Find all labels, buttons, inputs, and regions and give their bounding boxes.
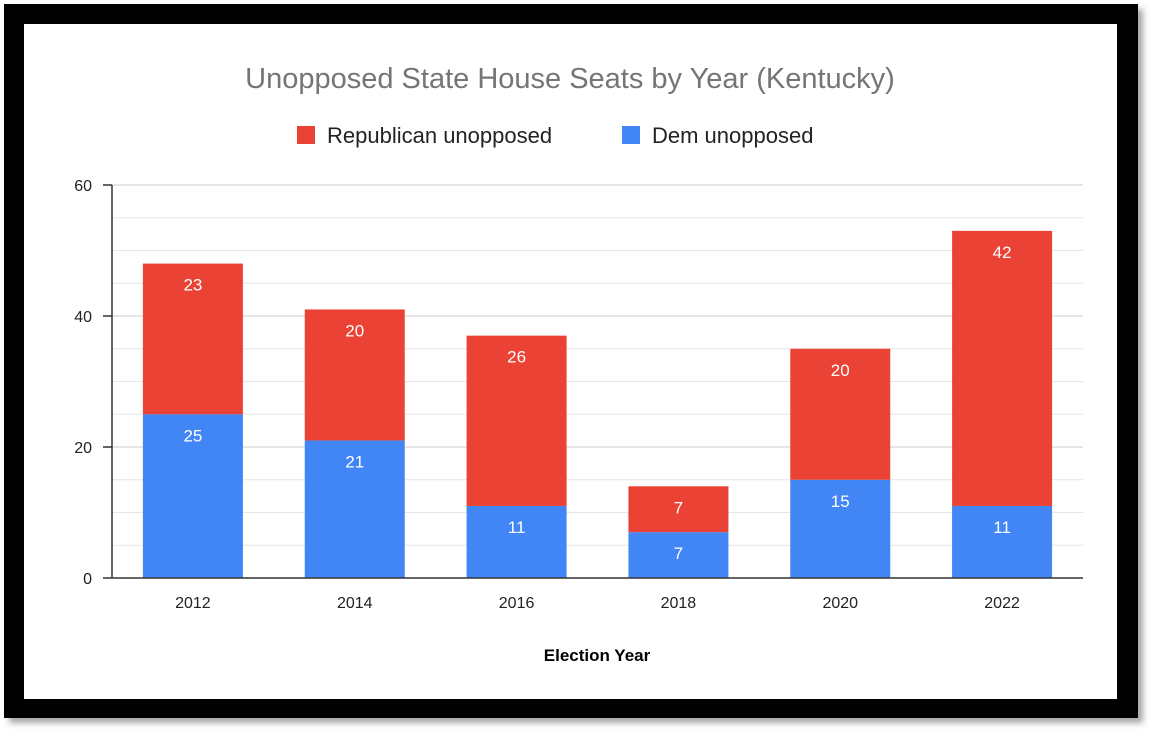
bar-republican-unopposed-2014: [304, 309, 405, 441]
legend-swatch: [297, 126, 315, 144]
data-label: 20: [345, 321, 364, 340]
legend-label: Republican unopposed: [327, 123, 552, 148]
y-tick-label: 0: [83, 571, 92, 588]
bar-republican-unopposed-2022: [952, 230, 1053, 506]
x-tick-label: 2018: [661, 595, 697, 612]
data-label: 42: [993, 243, 1012, 262]
x-tick-label: 2012: [175, 595, 211, 612]
legend-item-republican-unopposed: Republican unopposed: [297, 123, 552, 148]
x-tick-label: 2016: [499, 595, 535, 612]
x-tick-label: 2022: [984, 595, 1020, 612]
data-label: 20: [831, 361, 850, 380]
legend-item-dem-unopposed: Dem unopposed: [622, 123, 813, 148]
data-label: 23: [183, 276, 202, 295]
x-tick-label: 2020: [822, 595, 858, 612]
legend: Republican unopposed Dem unopposed: [297, 123, 813, 148]
data-label: 11: [508, 518, 526, 537]
data-label: 15: [831, 492, 850, 511]
data-label: 21: [345, 452, 364, 471]
legend-swatch: [622, 126, 640, 144]
data-label: 11: [993, 518, 1011, 537]
bar-dem-unopposed-2016: [466, 505, 567, 578]
bar-republican-unopposed-2012: [142, 263, 243, 415]
legend-label: Dem unopposed: [652, 123, 813, 148]
y-tick-label: 40: [74, 309, 92, 326]
chart-title: Unopposed State House Seats by Year (Ken…: [245, 63, 895, 95]
bar-republican-unopposed-2016: [466, 335, 567, 506]
data-label: 7: [674, 544, 683, 563]
bar-republican-unopposed-2020: [790, 348, 891, 480]
x-tick-label: 2014: [337, 595, 373, 612]
x-axis-label: Election Year: [544, 646, 651, 665]
data-label: 25: [183, 426, 202, 445]
bar-dem-unopposed-2012: [142, 414, 243, 578]
y-tick-label: 20: [74, 440, 92, 457]
bar-dem-unopposed-2018: [628, 532, 729, 578]
bar-dem-unopposed-2020: [790, 479, 891, 578]
y-tick-label: 60: [74, 178, 92, 195]
bars: 25 23 21 20 11 26 7 7 15 20 11 42: [142, 230, 1053, 578]
gridlines: [112, 184, 1083, 546]
bar-dem-unopposed-2014: [304, 440, 405, 578]
data-label: 26: [507, 348, 526, 367]
data-label: 7: [674, 498, 683, 517]
bar-republican-unopposed-2018: [628, 486, 729, 533]
bar-dem-unopposed-2022: [952, 505, 1053, 578]
